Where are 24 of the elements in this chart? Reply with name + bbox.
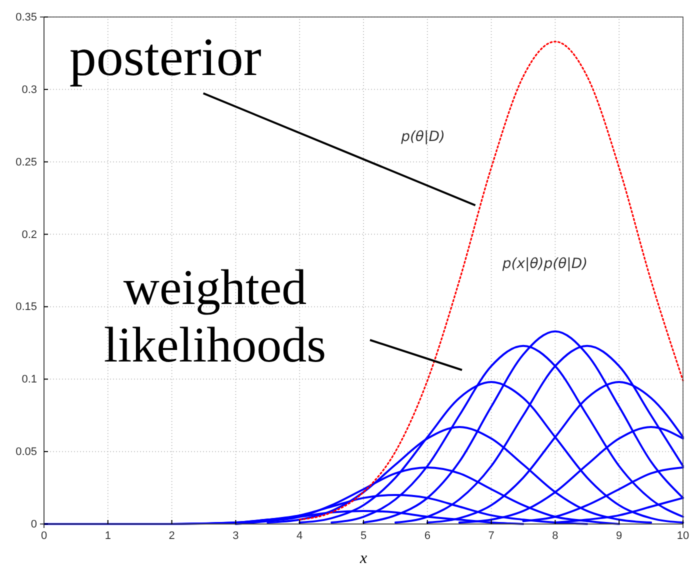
x-tick-label: 1: [104, 530, 111, 542]
x-tick-label: 3: [232, 530, 239, 542]
x-tick-label: 5: [360, 530, 367, 542]
x-tick-label: 8: [552, 530, 558, 542]
y-tick-label: 0: [30, 518, 37, 531]
annotation: posterior: [69, 27, 262, 88]
x-tick-label: 2: [168, 530, 175, 542]
y-tick-label: 0.3: [22, 84, 37, 96]
y-tick-label: 0.2: [22, 228, 37, 241]
y-tick-label: 0.25: [16, 156, 37, 168]
y-tick-label: 0.35: [16, 12, 37, 24]
x-tick-label: 6: [424, 530, 430, 542]
x-tick-label: 0: [40, 530, 48, 542]
y-tick-label: 0.15: [16, 301, 37, 314]
y-tick-label: 0.1: [22, 374, 37, 386]
x-tick-label: 7: [488, 530, 494, 542]
annotation: weighted likelihoods: [104, 258, 326, 372]
x-tick-label: 4: [296, 530, 303, 542]
x-tick-label: 10: [676, 530, 690, 542]
annotation: p(θ|D): [400, 128, 445, 145]
y-tick-label: 0.05: [16, 446, 37, 458]
x-axis-title: x: [358, 550, 368, 567]
x-tick-label: 9: [616, 530, 622, 542]
annotation: p(x|θ)p(θ|D): [501, 256, 588, 272]
